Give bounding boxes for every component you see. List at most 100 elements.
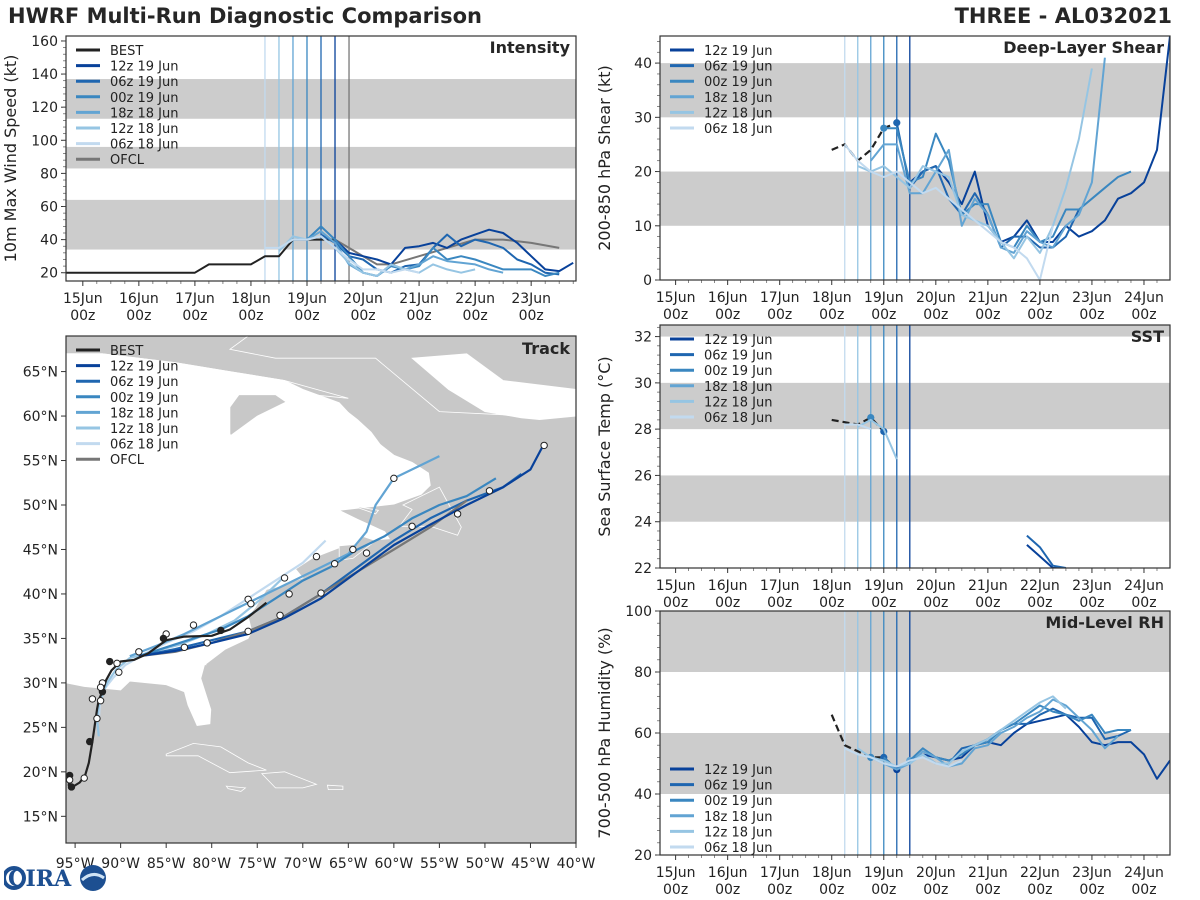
cira-logo	[4, 865, 106, 891]
track-ytick-label: 40°N	[23, 587, 58, 603]
intensity-ylabel: 10m Max Wind Speed (kt)	[1, 55, 20, 263]
intensity-legend-label-00z-19-jun: 00z 19 Jun	[110, 91, 179, 106]
track-marker-best-3	[80, 774, 88, 782]
track-legend-label-12z-18-jun: 12z 18 Jun	[110, 422, 179, 437]
sst-panel: 22242628303215Jun00z16Jun00z17Jun00z18Ju…	[595, 324, 1171, 611]
sst-xtick-label-date: 19Jun	[864, 578, 904, 594]
rh-xtick-label-time: 00z	[819, 882, 844, 898]
rh-frame	[659, 610, 1171, 856]
shear-series-18z-18-jun	[870, 57, 1106, 254]
shear-legend-label-00z-19-jun: 00z 19 Jun	[704, 75, 773, 90]
rh-series-00z-19-jun	[883, 704, 1131, 771]
track-legend-label-best: BEST	[110, 344, 143, 359]
rh-xtick-label-time: 00z	[1027, 882, 1052, 898]
storm-id: THREE - AL032021	[954, 4, 1172, 28]
shear-xtick-label-date: 16Jun	[708, 290, 748, 306]
intensity-xtick-label-date: 15Jun	[63, 291, 103, 307]
track-marker-06z-19-jun-1	[349, 545, 357, 554]
sst-legend-label-00z-19-jun: 00z 19 Jun	[704, 364, 773, 379]
intensity-xtick-label-date: 16Jun	[119, 291, 159, 307]
shear-xtick-label-time: 00z	[871, 307, 896, 323]
rh-legend-label-06z-19-jun: 06z 19 Jun	[704, 779, 773, 794]
map-border-9	[115, 531, 122, 568]
shear-xtick-label-time: 00z	[1079, 307, 1104, 323]
rh-ytick-label: 20	[634, 848, 652, 864]
sst-frame	[659, 324, 1171, 569]
sst-series-12z-19-jun	[1026, 544, 1066, 568]
track-ytick-label: 60°N	[23, 409, 58, 425]
intensity-series-06z-18-jun	[265, 235, 420, 274]
sst-xtick-label-time: 00z	[975, 595, 1000, 611]
track-line-12z-19-jun	[138, 444, 545, 658]
track-marker-12z-19-jun-0	[203, 639, 211, 647]
sst-band-1	[660, 382, 1170, 430]
rh-legend-label-06z-18-jun: 06z 18 Jun	[704, 841, 773, 856]
sst-xtick-label-time: 00z	[871, 595, 896, 611]
track-legend-label-06z-19-jun: 06z 19 Jun	[110, 375, 179, 390]
sst-legend-label-12z-18-jun: 12z 18 Jun	[704, 395, 773, 410]
intensity-xtick-label-date: 20Jun	[343, 291, 383, 307]
map-water-1	[411, 353, 576, 421]
rh-xtick-label-date: 23Jun	[1072, 865, 1112, 881]
sst-ytick-label: 26	[634, 468, 652, 484]
map-border-6	[253, 531, 302, 550]
track-ytick-label: 25°N	[23, 720, 58, 736]
intensity-legend-label-best: BEST	[110, 44, 143, 59]
map-border-0	[66, 513, 340, 533]
rh-ytick-label: 100	[625, 604, 652, 620]
shear-legend-label-06z-18-jun: 06z 18 Jun	[704, 122, 773, 137]
sst-ytick-label: 30	[634, 376, 652, 392]
map-island-3	[326, 784, 344, 790]
rh-xtick-label-time: 00z	[975, 882, 1000, 898]
figure-title: HWRF Multi-Run Diagnostic Comparison	[8, 4, 483, 28]
rh-xtick-label-time: 00z	[1079, 882, 1104, 898]
sst-xtick-label-date: 18Jun	[812, 578, 852, 594]
track-marker-12z-19-jun-8	[540, 441, 548, 450]
shear-legend-label-18z-18-jun: 18z 18 Jun	[704, 91, 773, 106]
track-ytick-label: 35°N	[23, 631, 58, 647]
sst-series-06z-19-jun	[1026, 534, 1067, 568]
sst-xtick-label-date: 22Jun	[1020, 578, 1060, 594]
intensity-xtick-label-time: 00z	[350, 308, 375, 324]
intensity-ytick-label: 60	[40, 200, 58, 216]
sst-legend-label-18z-18-jun: 18z 18 Jun	[704, 380, 773, 395]
rh-xtick-label-date: 18Jun	[812, 865, 852, 881]
sst-xtick-label-time: 00z	[819, 595, 844, 611]
rh-ytick-label: 80	[634, 665, 652, 681]
track-ytick-label: 15°N	[23, 809, 58, 825]
intensity-xtick-label-date: 18Jun	[231, 291, 271, 307]
rh-xtick-label-time: 00z	[1131, 882, 1156, 898]
sst-xtick-label-time: 00z	[923, 595, 948, 611]
shear-title: Deep-Layer Shear	[1003, 38, 1164, 57]
track-marker-best-12	[217, 626, 225, 635]
sst-xtick-label-time: 00z	[1131, 595, 1156, 611]
sst-series-12z-18-jun	[857, 418, 898, 460]
track-marker-12z-18-jun-1	[96, 696, 105, 705]
track-marker-best-7	[96, 683, 105, 692]
rh-xtick-label-date: 15Jun	[656, 865, 696, 881]
shear-ytick-label: 10	[634, 219, 652, 235]
track-ytick-label: 20°N	[23, 765, 58, 781]
track-marker-12z-19-jun-4	[362, 549, 371, 557]
shear-xtick-label-time: 00z	[975, 307, 1000, 323]
track-line-18z-18-jun	[129, 455, 440, 658]
track-xtick-label: 75°W	[238, 856, 277, 872]
intensity-legend-label-ofcl: OFCL	[110, 153, 145, 168]
shear-ylabel: 200-850 hPa Shear (kt)	[595, 65, 614, 251]
map-border-4	[66, 651, 112, 674]
intensity-ytick-label: 140	[31, 67, 58, 83]
sst-xtick-label-date: 20Jun	[916, 578, 956, 594]
map-island-4	[398, 486, 462, 536]
track-marker-06z-18-jun-6	[280, 574, 289, 582]
sst-xtick-label-date: 17Jun	[760, 578, 800, 594]
sst-legend-label-12z-19-jun: 12z 19 Jun	[704, 333, 773, 348]
intensity-legend-label-06z-19-jun: 06z 19 Jun	[110, 75, 179, 90]
intensity-ytick-label: 40	[40, 233, 58, 249]
shear-xtick-label-date: 19Jun	[864, 290, 904, 306]
map-lake-3	[180, 567, 223, 579]
shear-xtick-label-time: 00z	[767, 307, 792, 323]
sst-xtick-label-date: 21Jun	[968, 578, 1008, 594]
intensity-frame	[65, 35, 577, 282]
intensity-xtick-label-time: 00z	[294, 308, 319, 324]
intensity-series-00z-19-jun	[306, 225, 560, 277]
